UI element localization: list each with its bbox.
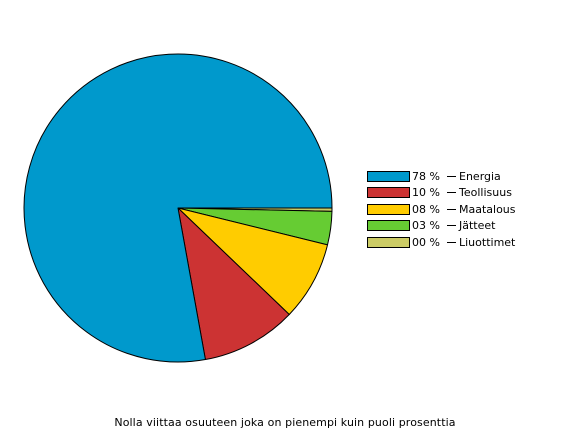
- legend-percent: 03 %: [412, 219, 440, 233]
- legend-percent: 08 %: [412, 202, 440, 216]
- legend: 78 % Energia 10 % Teollisuus 08 % Maatal…: [367, 168, 516, 251]
- legend-percent: 78 %: [412, 169, 440, 183]
- legend-swatch-jatteet: [367, 220, 410, 232]
- legend-item-maatalous: 08 % Maatalous: [367, 201, 516, 218]
- legend-percent: 00 %: [412, 235, 440, 249]
- legend-dash: [447, 225, 456, 227]
- legend-dash: [447, 208, 456, 210]
- legend-dash: [447, 241, 456, 243]
- legend-swatch-maatalous: [367, 203, 410, 215]
- legend-label: Jätteet: [459, 219, 496, 233]
- legend-dash: [447, 192, 456, 194]
- legend-swatch-liuottimet: [367, 236, 410, 248]
- legend-swatch-teollisuus: [367, 187, 410, 199]
- footnote: Nolla viittaa osuuteen joka on pienempi …: [114, 416, 456, 429]
- legend-item-liuottimet: 00 % Liuottimet: [367, 234, 516, 251]
- legend-swatch-energia: [367, 170, 410, 182]
- legend-label: Liuottimet: [459, 235, 516, 249]
- legend-label: Energia: [459, 169, 501, 183]
- slice-energia: [23, 53, 333, 363]
- legend-percent: 10 %: [412, 186, 440, 200]
- legend-item-jatteet: 03 % Jätteet: [367, 218, 516, 235]
- legend-label: Teollisuus: [459, 186, 512, 200]
- legend-dash: [447, 175, 456, 177]
- legend-item-energia: 78 % Energia: [367, 168, 516, 185]
- legend-label: Maatalous: [459, 202, 516, 216]
- slice-teollisuus: [177, 207, 290, 361]
- legend-item-teollisuus: 10 % Teollisuus: [367, 185, 516, 202]
